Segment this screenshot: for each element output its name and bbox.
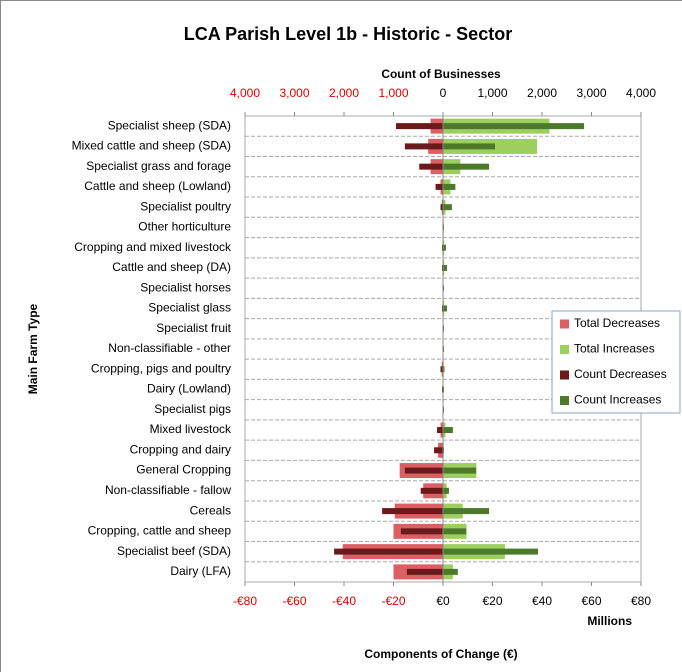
category-label: Specialist fruit bbox=[156, 321, 231, 335]
category-label: Mixed livestock bbox=[150, 422, 232, 436]
category-label: General Cropping bbox=[136, 463, 231, 477]
category-label: Cattle and sheep (Lowland) bbox=[84, 179, 231, 193]
category-label: Specialist beef (SDA) bbox=[117, 544, 231, 558]
chart-title: LCA Parish Level 1b - Historic - Sector bbox=[184, 24, 512, 44]
bar bbox=[443, 508, 490, 515]
category-label: Other horticulture bbox=[138, 220, 231, 234]
category-label: Specialist sheep (SDA) bbox=[108, 118, 231, 132]
bar bbox=[406, 568, 443, 575]
bar bbox=[443, 427, 453, 434]
category-label: Dairy (Lowland) bbox=[147, 382, 231, 396]
bar bbox=[434, 447, 443, 454]
x2ticks-label: 2,000 bbox=[329, 86, 359, 100]
bar bbox=[404, 467, 443, 474]
x2ticks-label: 1,000 bbox=[477, 86, 507, 100]
bar bbox=[443, 548, 539, 555]
category-label: Cropping and dairy bbox=[130, 442, 231, 456]
bar bbox=[440, 366, 443, 373]
bar bbox=[443, 528, 467, 535]
category-label: Cropping, cattle and sheep bbox=[88, 524, 232, 538]
bar bbox=[443, 487, 449, 494]
category-label: Cropping and mixed livestock bbox=[74, 240, 232, 254]
x2ticks-label: 1,000 bbox=[378, 86, 408, 100]
x2ticks-label: 2,000 bbox=[527, 86, 557, 100]
bar bbox=[420, 487, 443, 494]
category-label: Non-classifiable - other bbox=[108, 341, 231, 355]
legend-label: Count Increases bbox=[574, 393, 661, 407]
category-label: Mixed cattle and sheep (SDA) bbox=[72, 139, 231, 153]
bar bbox=[443, 183, 456, 190]
legend-swatch bbox=[560, 345, 569, 354]
bar bbox=[443, 143, 495, 150]
legend-swatch bbox=[560, 370, 569, 380]
category-label: Specialist poultry bbox=[140, 199, 231, 213]
category-label: Specialist glass bbox=[148, 301, 231, 315]
bar bbox=[435, 183, 443, 190]
x2ticks-label: 4,000 bbox=[230, 86, 260, 100]
bar bbox=[404, 143, 443, 150]
bar bbox=[440, 204, 443, 211]
bar bbox=[443, 366, 445, 373]
category-label: Specialist pigs bbox=[154, 402, 231, 416]
xticks-label: €80 bbox=[631, 594, 651, 608]
bar bbox=[443, 264, 447, 271]
xticks-label: €60 bbox=[581, 594, 601, 608]
bar bbox=[443, 123, 585, 130]
bar bbox=[395, 123, 443, 130]
xticks-label: -€20 bbox=[381, 594, 405, 608]
y-axis-title: Main Farm Type bbox=[26, 303, 40, 394]
legend-swatch bbox=[560, 396, 569, 405]
x2ticks-label: 4,000 bbox=[626, 86, 656, 100]
legend-label: Total Decreases bbox=[574, 316, 660, 330]
bar bbox=[443, 467, 477, 474]
legend-label: Total Increases bbox=[574, 342, 655, 356]
xticks-label: €0 bbox=[436, 594, 450, 608]
category-label: Cereals bbox=[190, 503, 231, 517]
legend-box bbox=[551, 310, 681, 414]
xticks-label: -€60 bbox=[282, 594, 306, 608]
category-label: Dairy (LFA) bbox=[170, 564, 231, 578]
x-units-label: Millions bbox=[587, 614, 632, 628]
xticks-label: €40 bbox=[532, 594, 552, 608]
bar bbox=[400, 528, 443, 535]
x2ticks-label: 3,000 bbox=[576, 86, 606, 100]
bar bbox=[443, 305, 447, 312]
bar bbox=[419, 163, 443, 170]
legend-swatch bbox=[560, 319, 569, 329]
bar bbox=[382, 508, 443, 515]
bar bbox=[443, 204, 452, 211]
bar bbox=[443, 568, 458, 575]
bar bbox=[334, 548, 443, 555]
xticks-label: -€40 bbox=[332, 594, 356, 608]
category-label: Cattle and sheep (DA) bbox=[112, 260, 231, 274]
xticks-label: €20 bbox=[482, 594, 502, 608]
x-axis-title: Components of Change (€) bbox=[364, 647, 517, 661]
x2ticks-label: 0 bbox=[440, 86, 447, 100]
x2ticks-label: 3,000 bbox=[279, 86, 309, 100]
category-label: Non-classifiable - fallow bbox=[105, 483, 231, 497]
xticks-label: -€80 bbox=[233, 594, 257, 608]
bar bbox=[443, 163, 490, 170]
category-label: Specialist grass and forage bbox=[86, 159, 231, 173]
category-label: Specialist horses bbox=[140, 280, 231, 294]
bar bbox=[437, 427, 443, 434]
bar bbox=[443, 244, 446, 251]
legend-label: Count Decreases bbox=[574, 367, 667, 381]
x2-axis-title: Count of Businesses bbox=[381, 67, 501, 81]
category-label: Cropping, pigs and poultry bbox=[91, 361, 231, 375]
